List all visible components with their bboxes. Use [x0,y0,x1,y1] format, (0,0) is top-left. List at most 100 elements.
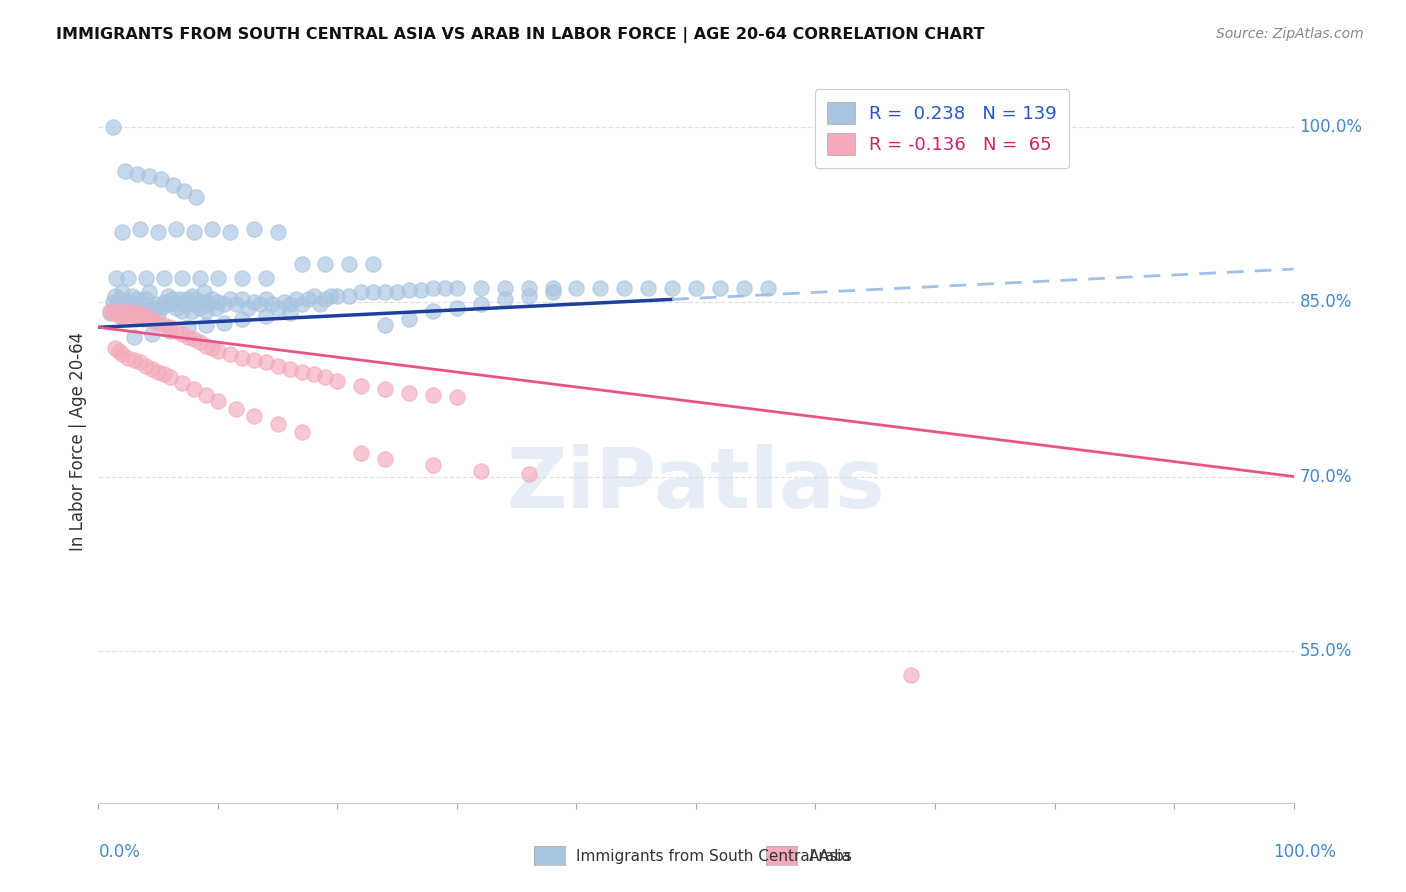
Point [273,294,295,309]
Text: 100.0%: 100.0% [1272,843,1336,861]
Point [422,304,444,318]
Point [156,289,179,303]
Point [434,281,457,295]
Point [398,385,420,400]
Point [374,285,396,300]
Point [212,316,235,330]
Point [267,225,290,239]
Point [339,257,361,271]
Point [231,271,253,285]
Point [129,355,152,369]
Point [169,294,191,309]
Point [124,306,146,320]
Point [685,281,707,295]
Point [183,382,205,396]
Point [291,257,314,271]
Point [173,297,195,311]
Text: 70.0%: 70.0% [1299,467,1353,485]
Point [422,458,444,472]
Point [243,409,266,423]
Point [159,297,181,311]
Point [212,297,235,311]
Point [284,293,307,307]
Point [398,283,420,297]
Point [156,297,179,311]
Point [204,301,226,315]
Point [177,329,200,343]
Point [111,347,134,361]
Point [111,306,134,320]
Point [517,289,540,303]
Point [124,353,146,368]
Point [297,293,319,307]
Point [231,351,253,365]
Point [165,324,187,338]
Point [188,335,211,350]
Point [254,271,277,285]
Point [613,281,636,295]
Point [254,355,277,369]
Text: Source: ZipAtlas.com: Source: ZipAtlas.com [1216,27,1364,41]
Point [243,222,266,236]
Point [114,301,136,315]
Point [278,297,301,311]
Point [243,353,266,368]
Point [169,293,191,307]
Text: 100.0%: 100.0% [1299,118,1362,136]
Point [374,382,396,396]
Point [267,301,290,315]
Point [183,297,205,311]
Point [315,370,337,384]
Point [201,222,224,236]
Point [138,285,160,300]
Point [201,293,224,307]
Point [249,297,271,311]
Point [291,365,314,379]
Point [111,285,134,300]
Point [172,376,194,391]
Point [193,285,215,300]
Point [321,289,343,303]
Point [446,390,468,404]
Point [153,294,176,309]
Point [339,289,361,303]
Point [141,362,163,376]
Point [195,318,218,332]
Text: IMMIGRANTS FROM SOUTH CENTRAL ASIA VS ARAB IN LABOR FORCE | AGE 20-64 CORRELATIO: IMMIGRANTS FROM SOUTH CENTRAL ASIA VS AR… [56,27,984,43]
Point [129,306,152,320]
Point [172,327,194,342]
Point [374,318,396,332]
Point [197,297,219,311]
Point [159,320,181,334]
Point [733,281,755,295]
Point [114,309,136,323]
Legend: R =  0.238   N = 139, R = -0.136   N =  65: R = 0.238 N = 139, R = -0.136 N = 65 [815,89,1070,168]
Point [124,297,146,311]
Point [315,293,337,307]
Point [308,297,330,311]
Point [125,309,148,323]
Point [121,306,143,320]
Point [302,289,325,303]
Point [195,304,218,318]
Point [135,359,157,373]
Text: 85.0%: 85.0% [1299,293,1353,310]
Point [661,281,683,295]
Point [121,309,143,323]
Point [470,464,492,478]
Text: ZiPatlas: ZiPatlas [506,444,886,525]
Point [225,401,247,416]
Point [291,297,314,311]
Point [153,271,176,285]
Point [446,301,468,315]
Point [172,304,194,318]
Point [172,271,194,285]
Text: 0.0%: 0.0% [98,843,141,861]
Point [162,293,184,307]
Point [135,271,157,285]
Point [138,312,160,326]
Point [149,301,172,315]
Point [101,306,124,320]
Point [149,172,172,186]
Point [108,309,131,323]
